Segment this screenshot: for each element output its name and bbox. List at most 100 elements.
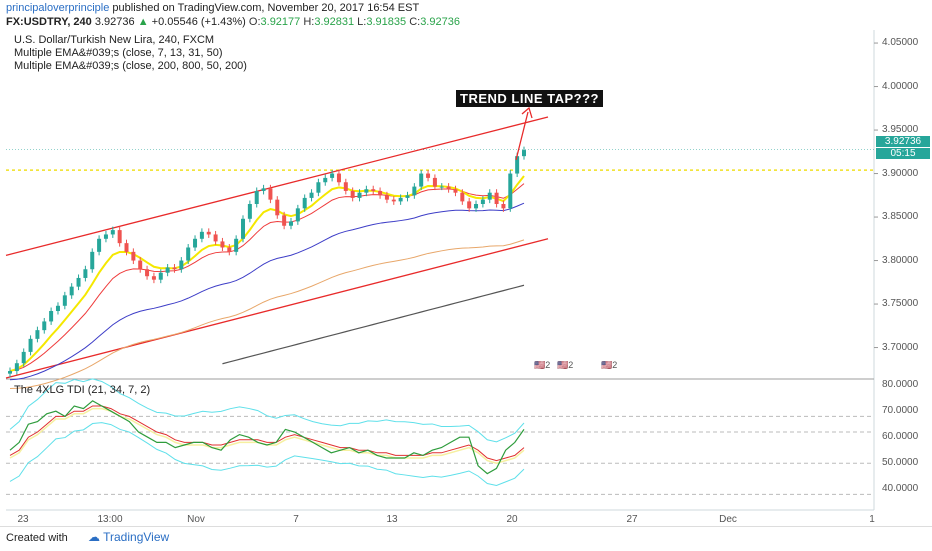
- tdi-axis-label: 60.0000: [882, 431, 919, 443]
- candle-body: [103, 234, 108, 239]
- candle-body: [158, 272, 163, 280]
- candle-body: [124, 243, 129, 252]
- high-label: H:: [303, 16, 315, 28]
- candle-body: [21, 351, 26, 364]
- candle-body: [83, 269, 88, 278]
- candle-body: [439, 186, 444, 188]
- candle-body: [453, 189, 458, 193]
- candle-body: [378, 190, 383, 196]
- candle-body: [419, 173, 424, 187]
- ema-50-line: [9, 239, 525, 389]
- event-count: 2: [545, 360, 551, 370]
- publish-line: principaloverprinciple published on Trad…: [6, 2, 419, 14]
- footer: Created with ☁ TradingView: [0, 526, 932, 551]
- open-label: O:: [248, 16, 261, 28]
- change-up-icon: ▲: [137, 16, 149, 28]
- close-value: 3.92736: [420, 16, 460, 28]
- candle-body: [467, 201, 472, 209]
- ema-7-line: [9, 175, 525, 373]
- candle-body: [501, 204, 506, 209]
- candle-body: [336, 173, 341, 183]
- high-value: 3.92831: [314, 16, 355, 28]
- created-with-text: Created with: [6, 532, 68, 544]
- price-chart[interactable]: [0, 0, 932, 526]
- candle-body: [76, 277, 81, 287]
- candle-body: [364, 189, 369, 193]
- candle-body: [295, 208, 300, 222]
- price-axis-label: 4.00000: [882, 80, 919, 92]
- author-link[interactable]: principaloverprinciple: [6, 2, 110, 14]
- candle-body: [42, 321, 47, 331]
- chart-header: principaloverprinciple published on Trad…: [0, 0, 932, 30]
- trend-channel-upper: [5, 116, 549, 256]
- candle-body: [145, 269, 150, 277]
- ema-legend-2: Multiple EMA&#039;s (close, 200, 800, 50…: [14, 60, 247, 72]
- candle-body: [316, 182, 321, 193]
- time-axis-label: Dec: [719, 514, 737, 525]
- candle-body: [357, 192, 362, 198]
- annotation-arrow: [515, 111, 529, 161]
- tdi-rsi-line: [9, 400, 525, 475]
- candle-body: [110, 230, 115, 235]
- tdi-lower-band: [9, 422, 525, 486]
- tdi-axis-label: 80.0000: [882, 379, 919, 391]
- candle-body: [254, 190, 259, 204]
- candle-body: [69, 286, 74, 296]
- tradingview-logo-icon[interactable]: ☁ TradingView: [88, 530, 170, 544]
- bar-countdown: 05:15: [876, 148, 930, 159]
- event-marker-flag-icon[interactable]: 🇺🇸2: [601, 360, 618, 370]
- candle-body: [480, 199, 485, 204]
- candle-body: [117, 230, 122, 244]
- candle-body: [288, 221, 293, 226]
- candle-body: [282, 215, 287, 226]
- candle-body: [432, 177, 437, 187]
- candle-body: [62, 295, 67, 306]
- candle-body: [522, 150, 526, 157]
- candle-body: [515, 156, 520, 174]
- candle-body: [206, 231, 211, 235]
- event-marker-flag-icon[interactable]: 🇺🇸2: [534, 360, 551, 370]
- candle-body: [49, 311, 54, 322]
- time-axis-label: 13:00: [97, 514, 123, 525]
- candle-body: [151, 276, 156, 280]
- candle-body: [186, 247, 191, 261]
- low-value: 3.91835: [366, 16, 407, 28]
- chart-title: U.S. Dollar/Turkish New Lira, 240, FXCM: [14, 34, 215, 46]
- ema-13-line: [9, 183, 525, 372]
- candle-body: [412, 186, 417, 196]
- annotation-label[interactable]: TREND LINE TAP???: [456, 90, 603, 107]
- price-axis-label: 3.95000: [882, 124, 919, 136]
- candle-body: [323, 177, 328, 183]
- candle-body: [508, 173, 513, 209]
- candle-body: [241, 218, 246, 239]
- candle-body: [426, 173, 431, 178]
- candle-body: [460, 192, 465, 202]
- last-price: 3.92736: [94, 16, 135, 28]
- time-axis-label: 23: [17, 514, 29, 525]
- price-axis-label: 3.70000: [882, 341, 919, 353]
- candle-body: [172, 267, 177, 270]
- candle-body: [220, 241, 225, 248]
- tdi-legend: The 4XLG TDI (21, 34, 7, 2): [14, 384, 151, 396]
- candle-body: [28, 338, 33, 352]
- time-axis-label: 27: [626, 514, 638, 525]
- time-axis-label: 13: [386, 514, 398, 525]
- event-marker-flag-icon[interactable]: 🇺🇸2: [557, 360, 574, 370]
- last-price-badge: 3.92736: [876, 136, 930, 147]
- tdi-axis-label: 70.0000: [882, 405, 919, 417]
- price-axis-label: 3.75000: [882, 298, 919, 310]
- candle-body: [398, 197, 403, 202]
- candle-body: [309, 192, 314, 198]
- candle-body: [8, 371, 12, 374]
- candle-body: [179, 260, 184, 270]
- price-axis-label: 3.80000: [882, 254, 919, 266]
- tdi-axis-label: 50.0000: [882, 457, 919, 469]
- ema-800-line: [222, 284, 525, 365]
- tdi-signal-line: [9, 405, 525, 462]
- candle-body: [90, 251, 95, 270]
- annotation-arrow-head: [521, 106, 533, 119]
- candle-body: [330, 173, 335, 178]
- time-axis-label: 7: [293, 514, 299, 525]
- candle-body: [302, 197, 307, 209]
- candle-body: [487, 192, 492, 200]
